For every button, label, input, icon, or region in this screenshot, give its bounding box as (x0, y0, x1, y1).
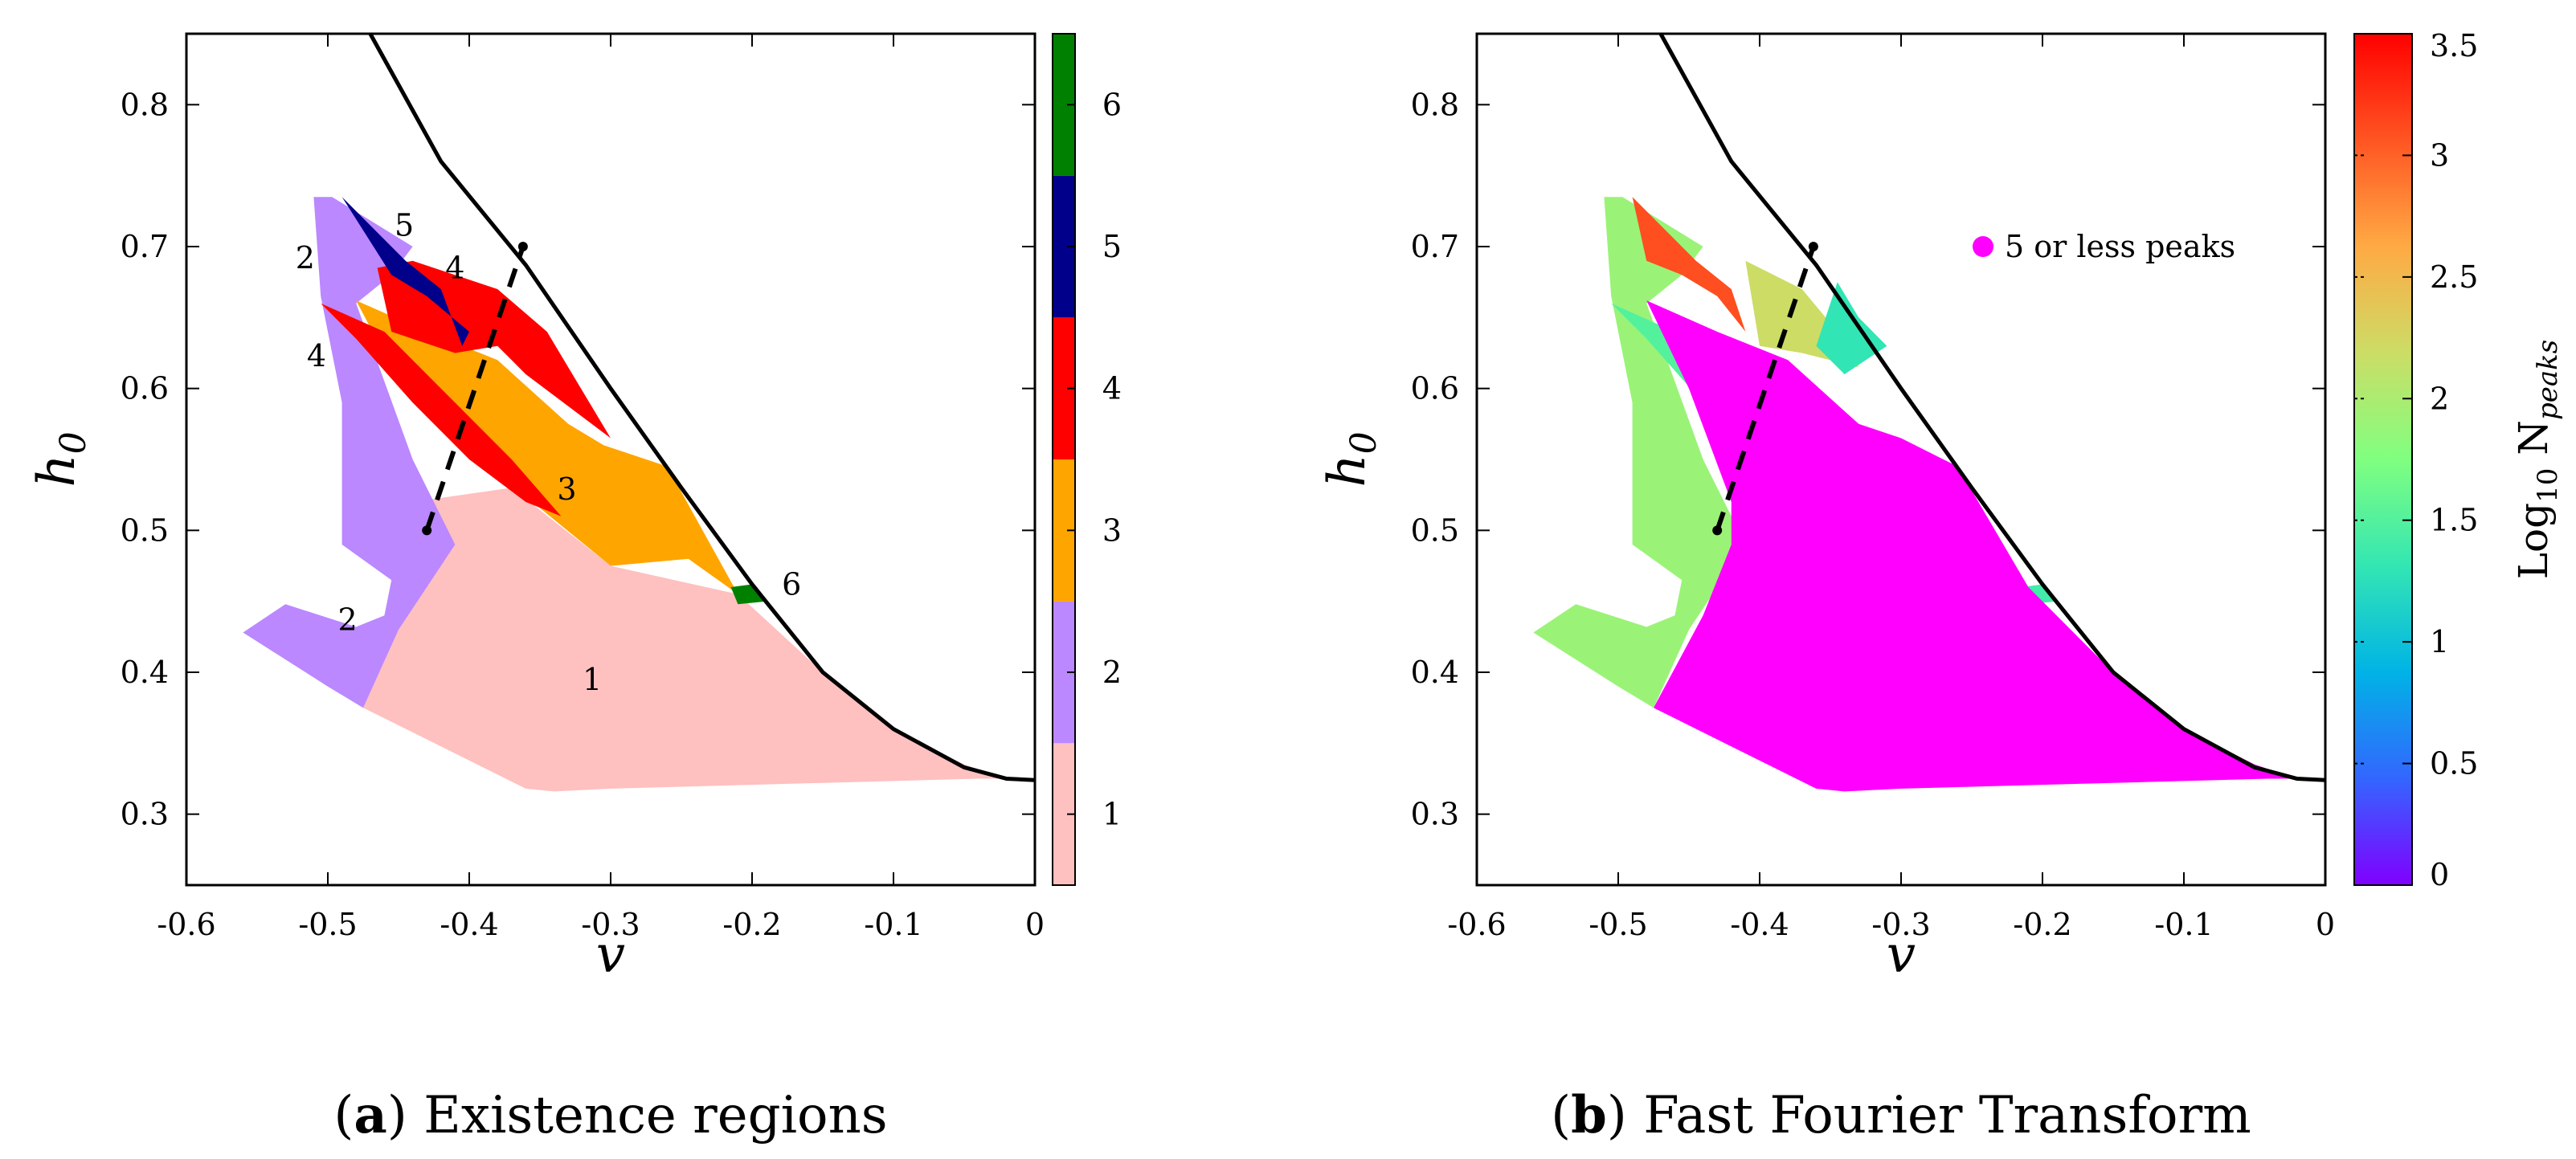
region-2 (243, 197, 456, 708)
y-tick-label: 0.3 (1411, 797, 1459, 832)
dashed-line (424, 246, 525, 532)
y-tick-label: 0.7 (121, 229, 169, 264)
legend-label: 5 or less peaks (2005, 229, 2235, 264)
region-label: 2 (296, 240, 315, 275)
fft-region (1816, 282, 1887, 374)
colorbar-tick-label: 5 (1102, 229, 1122, 264)
x-tick-label: -0.4 (1730, 907, 1789, 942)
colorbar-tick-label: 1 (1102, 797, 1122, 832)
y-tick-label: 0.5 (1411, 512, 1459, 548)
low-peak-region (1646, 300, 2297, 792)
region-label: 4 (445, 251, 464, 286)
y-tick-label: 0.7 (1411, 229, 1459, 264)
x-axis-label: v (1887, 925, 1916, 985)
x-tick-label: -0.1 (864, 907, 922, 942)
x-tick-label: 0 (2316, 907, 2335, 942)
region-5 (341, 197, 469, 346)
y-tick-label: 0.6 (1411, 371, 1459, 406)
colorbar-tick-label: 3 (2430, 137, 2449, 173)
region-label: 3 (557, 471, 576, 507)
colorbar-tick-label: 3 (1102, 512, 1122, 548)
region-label: 6 (782, 567, 801, 602)
colorbar-tick-label: 1.5 (2430, 503, 2478, 538)
colorbar-tick-label: 2 (2430, 381, 2449, 416)
colorbar-tick-label: 4 (1102, 371, 1122, 406)
x-tick-label: -0.2 (2013, 907, 2071, 942)
boundary-curve (368, 34, 1035, 782)
colorbar-tick-label: 2.5 (2430, 259, 2478, 295)
region-label: 5 (395, 208, 414, 243)
region-4 (377, 260, 611, 439)
colorbar-tick-label: 2 (1102, 655, 1122, 690)
colorbar-tick-label: 3.5 (2430, 28, 2478, 63)
x-axis-label: v (596, 925, 625, 985)
y-axis-label: h0 (1318, 431, 1384, 487)
y-tick-label: 0.6 (121, 371, 169, 406)
x-tick-label: -0.3 (581, 907, 640, 942)
x-tick-label: -0.4 (440, 907, 498, 942)
region-label: 2 (338, 602, 358, 638)
x-tick-label: -0.5 (1589, 907, 1647, 942)
x-tick-label: -0.2 (722, 907, 781, 942)
colorbar-tick-label: 6 (1102, 87, 1122, 122)
dashed-line-start-point (1712, 525, 1723, 536)
region-4 (321, 303, 562, 516)
region-6 (730, 584, 767, 605)
x-tick-label: -0.3 (1871, 907, 1930, 942)
colorbar-label: Log10 Npeaks (2510, 340, 2564, 579)
region-label: 1 (583, 662, 602, 697)
fft-region (1533, 197, 1746, 708)
y-tick-label: 0.4 (121, 655, 169, 690)
dashed-line-end-point (517, 242, 528, 251)
x-tick-label: 0 (1025, 907, 1045, 942)
y-tick-label: 0.3 (121, 797, 169, 832)
dashed-line (1715, 246, 1816, 532)
y-tick-label: 0.8 (121, 87, 169, 122)
y-tick-label: 0.8 (1411, 87, 1459, 122)
fft-region (1632, 197, 1746, 332)
caption-a: (a) Existence regions (333, 1085, 887, 1145)
y-tick-label: 0.5 (121, 512, 169, 548)
dashed-line-start-point (422, 525, 432, 536)
x-tick-label: -0.5 (298, 907, 357, 942)
colorbar-tick-label: 1 (2430, 624, 2449, 659)
region-label: 4 (307, 338, 326, 373)
caption-b: (b) Fast Fourier Transform (1551, 1085, 2251, 1145)
colorbar-tick-label: 0 (2430, 857, 2449, 892)
colorbar-gradient (2353, 33, 2413, 886)
region-3 (356, 300, 738, 594)
panel-a: 5 2 4 4 3 2 6 1 -0.6 -0.5 -0.4 -0.3 -0.2 -0.1 0 0.3 0.4… (27, 32, 1122, 1145)
y-tick-label: 0.4 (1411, 655, 1459, 690)
colorbar-tick-label: 0.5 (2430, 746, 2478, 782)
colorbar-frame (1052, 33, 1076, 886)
x-tick-label: -0.6 (1447, 907, 1506, 942)
panel-b: 5 or less peaks -0.6 -0.5 -0.4 -0.3 -0.2 -0.1… (1318, 28, 2564, 1145)
region-1 (363, 488, 1007, 792)
y-axis-label: h0 (27, 431, 94, 487)
legend-marker (1973, 236, 1993, 257)
dashed-line-end-point (1808, 242, 1818, 251)
boundary-curve (1658, 34, 2325, 782)
x-tick-label: -0.6 (157, 907, 215, 942)
x-tick-label: -0.1 (2154, 907, 2213, 942)
